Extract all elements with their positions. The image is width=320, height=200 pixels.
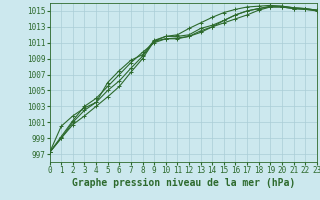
X-axis label: Graphe pression niveau de la mer (hPa): Graphe pression niveau de la mer (hPa) [72, 178, 295, 188]
